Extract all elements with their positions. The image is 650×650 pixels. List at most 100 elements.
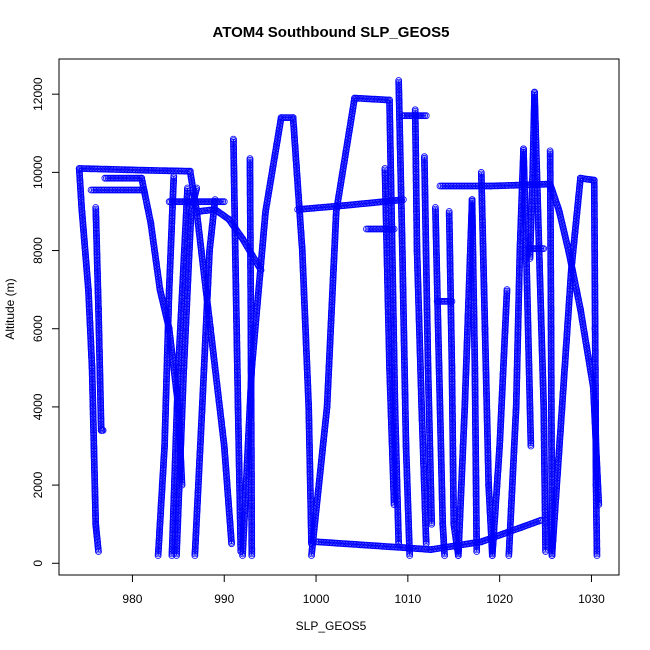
data-point [178, 420, 186, 427]
data-point [165, 306, 173, 314]
data-point [90, 452, 98, 460]
data-point [162, 412, 169, 420]
x-tick-label: 980 [122, 592, 142, 606]
data-point [96, 380, 104, 388]
data-point [162, 409, 170, 416]
data-point [91, 485, 99, 493]
data-point [172, 435, 180, 443]
data-point [182, 326, 190, 333]
data-point [91, 480, 99, 488]
data-point [90, 432, 98, 440]
data-point [167, 254, 174, 262]
data-point [95, 548, 102, 555]
data-point [89, 394, 97, 402]
x-tick-label: 1030 [578, 592, 605, 606]
data-point [91, 498, 99, 506]
data-point [89, 409, 97, 416]
data-point [170, 494, 178, 502]
x-tick-label: 1010 [395, 592, 422, 606]
data-point [171, 470, 179, 478]
data-point [183, 306, 191, 314]
data-point [93, 231, 100, 238]
data-point [187, 219, 195, 227]
y-axis-label: Altitude (m) [3, 278, 17, 339]
data-point [161, 432, 169, 440]
y-tick-label: 2000 [31, 471, 45, 498]
data-point [176, 466, 184, 474]
data-point [172, 448, 179, 456]
data-point [95, 302, 102, 310]
data-point [162, 401, 170, 408]
data-point [171, 462, 179, 470]
data-point [102, 165, 110, 173]
data-point [92, 221, 100, 229]
data-point [97, 412, 105, 420]
data-point [91, 464, 98, 472]
data-point [89, 186, 97, 194]
data-point [170, 177, 178, 185]
data-point [96, 385, 104, 393]
data-point [181, 332, 189, 340]
data-point [92, 514, 99, 522]
data-point [166, 276, 174, 284]
data-point [131, 166, 139, 174]
data-point [159, 167, 167, 175]
data-point [90, 424, 97, 432]
data-point [92, 506, 99, 514]
y-tick-label: 4000 [31, 393, 45, 420]
data-point [163, 361, 171, 369]
data-point [175, 483, 183, 491]
data-point [88, 369, 96, 377]
data-point [89, 417, 97, 424]
data-point [164, 334, 172, 341]
data-point [172, 439, 180, 447]
data-point [162, 385, 170, 393]
data-point [182, 167, 189, 175]
data-point [168, 214, 176, 222]
data-point [168, 227, 176, 235]
data-point [92, 219, 100, 227]
data-point [183, 300, 191, 308]
data-point [96, 359, 104, 367]
data-point [177, 435, 185, 443]
data-point [96, 375, 104, 383]
data-point [91, 477, 99, 485]
data-point [161, 442, 169, 450]
data-point [95, 318, 103, 326]
data-point [184, 276, 192, 284]
data-point [180, 373, 187, 381]
data-point [174, 512, 182, 520]
plot-layer [75, 77, 603, 559]
data-point [88, 356, 96, 364]
data-point [164, 337, 172, 345]
data-point [173, 550, 181, 558]
data-point [166, 273, 174, 281]
data-point [170, 480, 178, 488]
data-point [88, 365, 96, 373]
data-point [88, 375, 96, 383]
y-tick-label: 0 [31, 560, 45, 567]
data-point [92, 511, 99, 518]
data-point [163, 367, 171, 375]
data-point [91, 503, 99, 511]
data-point [152, 167, 159, 174]
x-axis-label: SLP_GEOS5 [296, 619, 367, 633]
data-point [163, 373, 171, 381]
data-point [85, 294, 93, 302]
data-point [165, 298, 173, 306]
chart-title: ATOM4 Southbound SLP_GEOS5 [213, 24, 450, 41]
data-point [89, 381, 96, 389]
data-point [91, 488, 99, 496]
data-point [128, 166, 136, 174]
data-point [95, 328, 103, 335]
y-tick-label: 6000 [31, 315, 45, 342]
data-point [183, 295, 191, 303]
data-point [165, 310, 172, 318]
data-point [131, 174, 139, 182]
data-point [90, 439, 98, 447]
x-tick-label: 1020 [486, 592, 513, 606]
data-point [164, 340, 172, 348]
data-point [97, 402, 105, 410]
